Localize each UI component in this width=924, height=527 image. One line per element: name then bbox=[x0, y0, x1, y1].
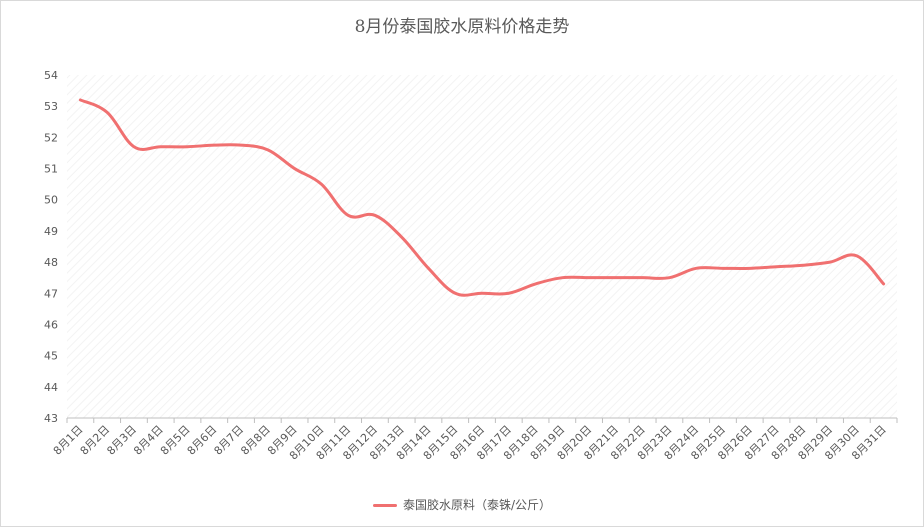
y-tick-label: 53 bbox=[44, 100, 58, 113]
y-tick-label: 49 bbox=[44, 225, 58, 238]
y-tick-label: 54 bbox=[44, 69, 58, 82]
y-tick-label: 51 bbox=[44, 163, 58, 176]
y-tick-label: 43 bbox=[44, 412, 58, 425]
legend-label: 泰国胶水原料（泰铢/公斤） bbox=[402, 498, 552, 512]
legend-line-swatch bbox=[372, 504, 397, 507]
legend: 泰国胶水原料（泰铢/公斤） bbox=[0, 496, 924, 513]
plot-area bbox=[67, 75, 897, 418]
y-tick-label: 47 bbox=[44, 287, 58, 300]
y-tick-label: 46 bbox=[44, 318, 58, 331]
y-tick-label: 44 bbox=[44, 381, 58, 394]
y-tick-label: 52 bbox=[44, 131, 58, 144]
y-tick-label: 48 bbox=[44, 256, 58, 269]
chart-title: 8月份泰国胶水原料价格走势 bbox=[354, 17, 570, 37]
series-line bbox=[78, 98, 886, 297]
y-tick-label: 50 bbox=[44, 194, 58, 207]
y-tick-label: 45 bbox=[44, 350, 58, 363]
